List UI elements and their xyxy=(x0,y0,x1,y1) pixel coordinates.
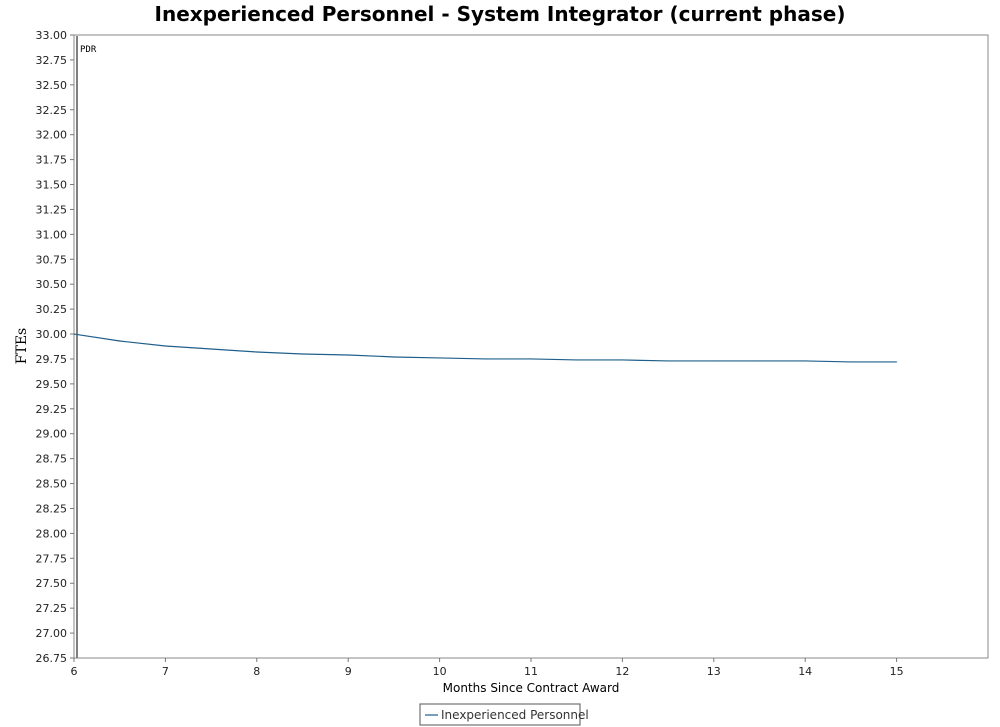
series-point xyxy=(393,356,395,358)
y-tick-label: 28.50 xyxy=(36,478,68,491)
y-tick-label: 32.25 xyxy=(36,104,68,117)
x-axis: 6 7 8 9 10 11 12 13 14 15 xyxy=(71,658,904,678)
plot-area xyxy=(73,34,989,659)
x-tick-label: 6 xyxy=(71,665,78,678)
series-point xyxy=(621,359,624,361)
y-tick-label: 30.00 xyxy=(36,328,68,341)
legend: Inexperienced Personnel xyxy=(419,703,589,726)
y-tick-label: 31.00 xyxy=(36,228,68,241)
y-tick-label: 31.75 xyxy=(36,154,68,167)
y-tick-label: 32.00 xyxy=(36,129,68,142)
chart-title: Inexperienced Personnel - System Integra… xyxy=(155,2,846,26)
series-point xyxy=(256,351,258,353)
y-tick-label: 28.25 xyxy=(36,502,68,515)
y-tick-label: 32.75 xyxy=(36,54,68,67)
y-tick-label: 29.25 xyxy=(36,403,68,416)
series-point xyxy=(667,360,669,362)
y-tick-label: 29.75 xyxy=(36,353,68,366)
legend-label: Inexperienced Personnel xyxy=(441,708,589,722)
series-point xyxy=(73,333,75,335)
x-tick-label: 9 xyxy=(345,665,352,678)
y-axis-label: FTEs xyxy=(14,328,30,364)
y-tick-label: 30.50 xyxy=(36,278,68,291)
series-point xyxy=(896,361,898,363)
series-point xyxy=(576,359,578,361)
y-tick-label: 27.50 xyxy=(36,577,68,590)
y-tick-label: 27.00 xyxy=(36,627,68,640)
y-tick-label: 29.00 xyxy=(36,428,68,441)
series-point xyxy=(530,358,532,360)
x-tick-label: 7 xyxy=(162,665,169,678)
y-tick-label: 28.75 xyxy=(36,453,68,466)
series-point xyxy=(439,357,441,359)
series-point xyxy=(484,358,486,360)
y-tick-label: 27.25 xyxy=(36,602,68,615)
x-tick-label: 12 xyxy=(615,665,629,678)
series-point xyxy=(119,340,121,342)
x-tick-label: 10 xyxy=(433,665,447,678)
series-point xyxy=(804,360,806,362)
annotations: PDR xyxy=(76,36,97,658)
series-point xyxy=(164,345,166,347)
x-axis-label: Months Since Contract Award xyxy=(443,681,620,695)
y-tick-label: 29.50 xyxy=(36,378,68,391)
x-tick-label: 8 xyxy=(253,665,260,678)
y-tick-label: 28.00 xyxy=(36,527,68,540)
y-tick-label: 32.50 xyxy=(36,79,68,92)
series-layer xyxy=(73,333,898,363)
x-tick-label: 15 xyxy=(890,665,904,678)
y-tick-label: 27.75 xyxy=(36,552,68,565)
series-point xyxy=(347,354,349,356)
annotation-label: PDR xyxy=(80,45,97,55)
y-tick-label: 30.75 xyxy=(36,253,68,266)
series-point xyxy=(713,360,715,362)
x-tick-label: 13 xyxy=(707,665,721,678)
legend-box xyxy=(419,703,581,726)
y-tick-label: 33.00 xyxy=(36,29,68,42)
y-axis: 26.75 27.00 27.25 27.50 27.75 28.00 28.25 28.50… xyxy=(36,29,74,665)
series-point xyxy=(301,353,304,355)
series-point xyxy=(758,360,761,362)
x-tick-label: 11 xyxy=(524,665,538,678)
x-tick-label: 14 xyxy=(798,665,812,678)
y-tick-label: 31.50 xyxy=(36,179,68,192)
series-point xyxy=(850,361,852,363)
y-tick-label: 31.25 xyxy=(36,203,68,216)
y-tick-label: 30.25 xyxy=(36,303,68,316)
series-point xyxy=(210,348,212,350)
y-tick-label: 26.75 xyxy=(36,652,68,665)
